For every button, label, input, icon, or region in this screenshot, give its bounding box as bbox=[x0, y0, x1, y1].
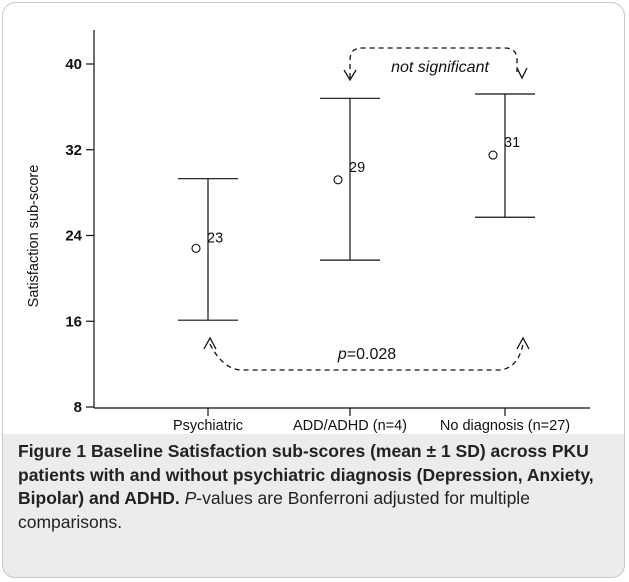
significance-annotations: not significant p=0.028 bbox=[203, 47, 530, 371]
mean-marker bbox=[191, 243, 201, 253]
x-category-label: ADD/ADHD (n=4) bbox=[293, 418, 407, 434]
y-tick-label: 40 bbox=[65, 56, 82, 73]
error-bar-group: 23 bbox=[178, 178, 238, 321]
p-value: =0.028 bbox=[347, 346, 396, 363]
error-bars: 23 29 31 bbox=[178, 93, 535, 321]
caption-label: Figure 1 bbox=[18, 441, 87, 461]
y-tick-label: 24 bbox=[65, 228, 82, 245]
p-italic: p bbox=[337, 346, 347, 363]
y-axis-title: Satisfaction sub-score bbox=[26, 165, 42, 308]
mean-marker bbox=[333, 175, 343, 185]
caption-box bbox=[2, 434, 625, 578]
annotation-not-significant: not significant bbox=[391, 59, 489, 76]
error-bar-chart: 8 16 24 32 40 Psychiatricdiagnosis (n=4)ADD/… bbox=[26, 30, 590, 434]
y-tick-label: 32 bbox=[65, 142, 82, 159]
error-bar-group: 29 bbox=[320, 97, 380, 261]
mean-marker bbox=[488, 150, 498, 160]
bottom-bracket-left-arrowhead bbox=[203, 336, 217, 350]
annotation-p-value: p=0.028 bbox=[337, 346, 396, 363]
x-category-label: No diagnosis (n=27) bbox=[440, 418, 570, 434]
bottom-bracket bbox=[209, 343, 524, 371]
y-tick-label: 16 bbox=[65, 313, 82, 330]
caption-p-italic: P bbox=[184, 488, 197, 508]
mean-value-label: 31 bbox=[504, 135, 520, 151]
bottom-bracket-right-arrowhead bbox=[516, 336, 530, 350]
y-ticks: 8 16 24 32 40 bbox=[65, 56, 94, 416]
caption-rest: -values are Bonferroni adjusted for mult… bbox=[18, 488, 530, 532]
top-bracket-right-arrowhead bbox=[516, 67, 528, 80]
figure-caption: Figure 1 Baseline Satisfaction sub-score… bbox=[18, 440, 618, 534]
y-tick-label: 8 bbox=[74, 399, 82, 416]
mean-value-label: 23 bbox=[207, 230, 223, 246]
x-category-label: Psychiatric bbox=[173, 418, 243, 434]
top-bracket bbox=[349, 47, 518, 78]
caption-bold-text: Baseline Satisfaction sub-scores (mean ±… bbox=[18, 441, 594, 508]
mean-value-label: 29 bbox=[349, 160, 365, 176]
error-bar-group: 31 bbox=[475, 93, 535, 218]
axes bbox=[93, 30, 590, 409]
top-bracket-left-arrowhead bbox=[343, 69, 357, 82]
x-ticks: Psychiatricdiagnosis (n=4)ADD/ADHD (n=4)… bbox=[173, 408, 570, 434]
